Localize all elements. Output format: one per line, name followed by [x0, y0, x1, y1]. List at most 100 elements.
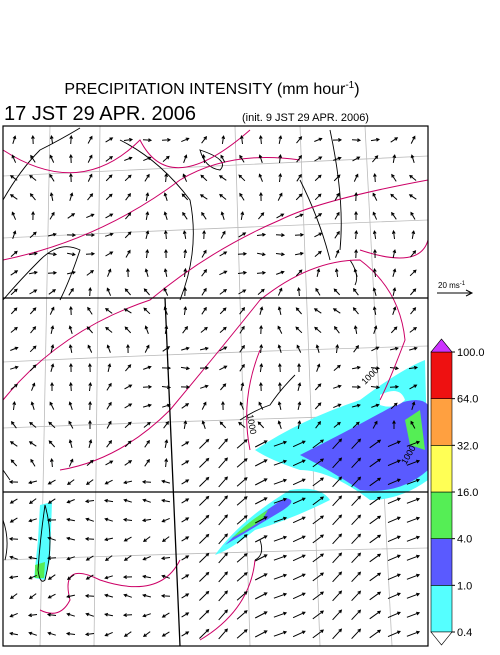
wind-arrow — [66, 233, 77, 237]
wind-arrow — [254, 516, 268, 524]
wind-arrow — [68, 344, 73, 354]
precip-area — [215, 488, 330, 555]
wind-arrow — [181, 631, 190, 637]
wind-arrow — [12, 400, 17, 411]
wind-arrow — [219, 421, 227, 429]
wind-arrow — [66, 574, 75, 581]
wind-arrow — [239, 306, 246, 315]
wind-arrow — [145, 192, 150, 202]
wind-arrow — [312, 515, 325, 525]
colorbar-label: 16.0 — [457, 487, 478, 499]
wind-arrow — [29, 345, 37, 353]
wind-arrow — [335, 249, 340, 258]
wind-arrow — [161, 138, 172, 142]
wind-vectors — [8, 134, 421, 640]
wind-arrow — [181, 403, 190, 409]
wind-arrow — [28, 593, 37, 600]
wind-arrow — [390, 137, 399, 143]
wind-arrow — [387, 630, 401, 638]
wind-arrow — [369, 534, 382, 544]
wind-arrow — [296, 154, 303, 163]
wind-arrow — [273, 592, 288, 599]
wind-arrow — [314, 232, 323, 238]
wind-arrow — [276, 213, 285, 219]
wind-arrow — [144, 268, 149, 277]
wind-arrow — [292, 573, 306, 581]
wind-arrow — [50, 344, 55, 354]
map: 1000 1000 1000 — [2, 125, 429, 647]
wind-arrow — [296, 136, 303, 144]
wind-arrow — [85, 574, 94, 580]
wind-arrow — [9, 498, 18, 504]
wind-arrow — [142, 498, 151, 503]
wind-arrow — [295, 269, 303, 277]
wind-arrow — [238, 421, 246, 428]
wind-arrow — [254, 554, 268, 562]
wind-arrow — [238, 232, 247, 238]
map-background — [3, 126, 428, 646]
wind-arrow — [236, 477, 248, 487]
wind-arrow — [84, 537, 95, 541]
wind-arrow — [30, 401, 35, 410]
reference-vector: 20 ms-1 — [437, 281, 474, 297]
wind-arrow — [387, 535, 401, 543]
wind-arrow — [85, 612, 94, 617]
wind-arrow — [237, 252, 248, 256]
wind-arrow — [277, 420, 282, 429]
wind-arrow — [87, 344, 93, 353]
wind-arrow — [161, 385, 172, 390]
wind-arrow — [103, 498, 114, 503]
wind-arrow — [47, 252, 58, 257]
wind-arrow — [49, 192, 54, 202]
wind-arrow — [278, 362, 282, 373]
wind-arrow — [352, 307, 359, 315]
wind-arrow — [278, 172, 283, 183]
wind-arrow — [408, 194, 417, 200]
wind-arrow — [10, 420, 17, 429]
wind-arrow — [142, 403, 152, 408]
wind-arrow — [390, 193, 398, 200]
wind-arrow — [66, 517, 76, 522]
wind-arrow — [143, 288, 150, 296]
wind-arrow — [105, 251, 114, 257]
wind-arrow — [46, 518, 57, 522]
wind-arrow — [259, 362, 264, 373]
wind-arrow — [124, 460, 133, 466]
wind-arrow — [163, 306, 168, 315]
wind-arrow — [105, 326, 113, 333]
wind-arrow — [142, 536, 151, 543]
wind-arrow — [68, 439, 73, 449]
colorbar-label: 1.0 — [457, 580, 472, 592]
wind-arrow — [312, 496, 325, 506]
wind-arrow — [314, 137, 323, 142]
wind-arrow — [68, 287, 74, 296]
wind-arrow — [351, 385, 362, 389]
wind-arrow — [254, 440, 268, 448]
wind-arrow — [199, 366, 210, 370]
wind-arrow — [86, 233, 96, 237]
wind-arrow — [201, 211, 207, 220]
precip-area — [35, 562, 45, 578]
wind-arrow — [387, 497, 401, 505]
wind-arrow — [30, 326, 37, 334]
wind-arrow — [220, 211, 225, 220]
isobars — [2, 129, 429, 641]
wind-arrow — [69, 172, 73, 183]
wind-arrow — [48, 440, 56, 448]
wind-arrow — [28, 480, 38, 485]
wind-arrow — [236, 534, 248, 544]
wind-arrow — [391, 229, 396, 240]
wind-arrow — [332, 438, 343, 450]
colorbar-label: 100.0 — [457, 347, 485, 359]
wind-arrow — [161, 631, 170, 637]
wind-arrow — [126, 267, 130, 278]
wind-arrow — [200, 326, 208, 333]
wind-arrow — [144, 173, 150, 182]
wind-arrow — [372, 230, 377, 239]
wind-arrow — [275, 252, 286, 257]
wind-arrow — [392, 268, 397, 277]
wind-arrow — [392, 154, 397, 163]
wind-arrow — [28, 251, 38, 256]
wind-arrow — [88, 419, 92, 429]
wind-arrow — [387, 573, 401, 581]
